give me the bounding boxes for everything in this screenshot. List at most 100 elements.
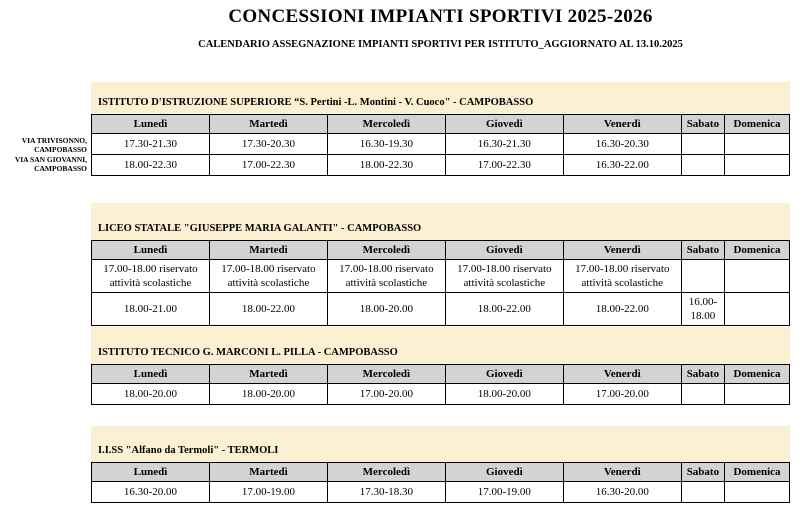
- schedule-cell: 18.00-20.00: [91, 383, 210, 405]
- day-header: Lunedì: [91, 114, 210, 134]
- section-iiss-alfano-termoli: I.I.SS "Alfano da Termoli" - TERMOLI Lun…: [91, 426, 790, 503]
- schedule-cell: 17.30-21.30: [91, 133, 210, 155]
- venue-label-line: VIA SAN GIOVANNI,: [14, 155, 87, 164]
- venue-label-line: VIA TRIVISONNO,: [21, 136, 87, 145]
- section-title-bar: ISTITUTO D'ISTRUZIONE SUPERIORE “S. Pert…: [91, 82, 790, 114]
- day-header: Martedì: [208, 462, 328, 482]
- section-title-bar: LICEO STATALE "GIUSEPPE MARIA GALANTI" -…: [91, 203, 790, 240]
- venue-label-san-giovanni: VIA SAN GIOVANNI, CAMPOBASSO: [0, 155, 87, 173]
- schedule-cell: 18.00-22.00: [444, 292, 564, 326]
- table-row: 17.30-21.30 17.30-20.30 16.30-19.30 16.3…: [91, 133, 790, 155]
- schedule-table: Lunedì Martedì Mercoledì Giovedì Venerdì…: [91, 114, 790, 176]
- venue-label-line: CAMPOBASSO: [34, 164, 87, 173]
- schedule-cell: 17.00-18.00 riservato attività scolastic…: [91, 259, 210, 293]
- schedule-table: Lunedì Martedì Mercoledì Giovedì Venerdì…: [91, 240, 790, 326]
- page-subtitle: CALENDARIO ASSEGNAZIONE IMPIANTI SPORTIV…: [198, 39, 683, 50]
- venue-label-trivisonno: VIA TRIVISONNO, CAMPOBASSO: [0, 136, 87, 154]
- day-header: Mercoledì: [326, 462, 446, 482]
- section-title-bar: ISTITUTO TECNICO G. MARCONI L. PILLA - C…: [91, 327, 790, 364]
- venue-label-line: CAMPOBASSO: [34, 145, 87, 154]
- schedule-cell: 16.30-20.00: [91, 481, 210, 503]
- schedule-cell: 17.00-18.00 riservato attività scolastic…: [326, 259, 446, 293]
- day-header: Mercoledì: [326, 240, 446, 260]
- section-liceo-galanti: LICEO STATALE "GIUSEPPE MARIA GALANTI" -…: [91, 203, 790, 326]
- schedule-cell: 16.00-18.00: [680, 292, 726, 326]
- table-header-row: Lunedì Martedì Mercoledì Giovedì Venerdì…: [91, 364, 790, 384]
- table-header-row: Lunedì Martedì Mercoledì Giovedì Venerdì…: [91, 114, 790, 134]
- schedule-cell: [680, 154, 726, 176]
- day-header: Domenica: [724, 240, 790, 260]
- day-header: Mercoledì: [326, 364, 446, 384]
- schedule-cell: [680, 481, 726, 503]
- section-title: ISTITUTO TECNICO G. MARCONI L. PILLA - C…: [98, 347, 398, 358]
- schedule-cell: [724, 383, 790, 405]
- day-header: Giovedì: [444, 114, 564, 134]
- day-header: Sabato: [680, 364, 726, 384]
- schedule-cell: [724, 259, 790, 293]
- schedule-cell: 18.00-20.00: [444, 383, 564, 405]
- schedule-table: Lunedì Martedì Mercoledì Giovedì Venerdì…: [91, 462, 790, 503]
- schedule-cell: 17.00-18.00 riservato attività scolastic…: [562, 259, 682, 293]
- section-title: ISTITUTO D'ISTRUZIONE SUPERIORE “S. Pert…: [98, 97, 534, 108]
- schedule-cell: 16.30-20.30: [562, 133, 682, 155]
- day-header: Lunedì: [91, 240, 210, 260]
- schedule-cell: 17.00-19.00: [208, 481, 328, 503]
- section-title: LICEO STATALE "GIUSEPPE MARIA GALANTI" -…: [98, 223, 422, 234]
- day-header: Venerdì: [562, 114, 682, 134]
- schedule-cell: 18.00-22.00: [562, 292, 682, 326]
- day-header: Venerdì: [562, 240, 682, 260]
- schedule-cell: 17.00-20.00: [326, 383, 446, 405]
- day-header: Lunedì: [91, 462, 210, 482]
- schedule-cell: 17.00-22.30: [208, 154, 328, 176]
- table-row: 17.00-18.00 riservato attività scolastic…: [91, 259, 790, 293]
- schedule-cell: [680, 259, 726, 293]
- section-istituto-pertini: ISTITUTO D'ISTRUZIONE SUPERIORE “S. Pert…: [91, 82, 790, 176]
- schedule-cell: 17.00-18.00 riservato attività scolastic…: [444, 259, 564, 293]
- day-header: Sabato: [680, 462, 726, 482]
- day-header: Giovedì: [444, 462, 564, 482]
- day-header: Domenica: [724, 364, 790, 384]
- schedule-cell: 16.30-22.00: [562, 154, 682, 176]
- schedule-cell: 18.00-22.30: [91, 154, 210, 176]
- page-title: CONCESSIONI IMPIANTI SPORTIVI 2025-2026: [228, 6, 653, 27]
- schedule-cell: 17.30-20.30: [208, 133, 328, 155]
- day-header: Venerdì: [562, 364, 682, 384]
- table-row: 18.00-20.00 18.00-20.00 17.00-20.00 18.0…: [91, 383, 790, 405]
- schedule-cell: 18.00-22.30: [326, 154, 446, 176]
- schedule-cell: 18.00-20.00: [326, 292, 446, 326]
- day-header: Giovedì: [444, 240, 564, 260]
- table-row: 18.00-21.00 18.00-22.00 18.00-20.00 18.0…: [91, 292, 790, 326]
- schedule-cell: [680, 133, 726, 155]
- table-row: 16.30-20.00 17.00-19.00 17.30-18.30 17.0…: [91, 481, 790, 503]
- table-header-row: Lunedì Martedì Mercoledì Giovedì Venerdì…: [91, 240, 790, 260]
- day-header: Sabato: [680, 114, 726, 134]
- day-header: Sabato: [680, 240, 726, 260]
- schedule-cell: 16.30-20.00: [562, 481, 682, 503]
- schedule-cell: 17.00-20.00: [562, 383, 682, 405]
- schedule-cell: 18.00-22.00: [208, 292, 328, 326]
- schedule-cell: [724, 154, 790, 176]
- table-row: 18.00-22.30 17.00-22.30 18.00-22.30 17.0…: [91, 154, 790, 176]
- schedule-cell: [724, 292, 790, 326]
- section-title-bar: I.I.SS "Alfano da Termoli" - TERMOLI: [91, 426, 790, 462]
- day-header: Martedì: [208, 114, 328, 134]
- table-header-row: Lunedì Martedì Mercoledì Giovedì Venerdì…: [91, 462, 790, 482]
- schedule-cell: 17.30-18.30: [326, 481, 446, 503]
- schedule-cell: 17.00-22.30: [444, 154, 564, 176]
- schedule-cell: [724, 133, 790, 155]
- schedule-cell: 16.30-21.30: [444, 133, 564, 155]
- day-header: Venerdì: [562, 462, 682, 482]
- day-header: Martedì: [208, 240, 328, 260]
- schedule-table: Lunedì Martedì Mercoledì Giovedì Venerdì…: [91, 364, 790, 405]
- day-header: Martedì: [208, 364, 328, 384]
- schedule-cell: 17.00-19.00: [444, 481, 564, 503]
- schedule-cell: 17.00-18.00 riservato attività scolastic…: [208, 259, 328, 293]
- section-istituto-marconi-pilla: ISTITUTO TECNICO G. MARCONI L. PILLA - C…: [91, 327, 790, 405]
- day-header: Lunedì: [91, 364, 210, 384]
- day-header: Giovedì: [444, 364, 564, 384]
- schedule-cell: [724, 481, 790, 503]
- schedule-cell: 16.30-19.30: [326, 133, 446, 155]
- day-header: Domenica: [724, 462, 790, 482]
- schedule-cell: 18.00-20.00: [208, 383, 328, 405]
